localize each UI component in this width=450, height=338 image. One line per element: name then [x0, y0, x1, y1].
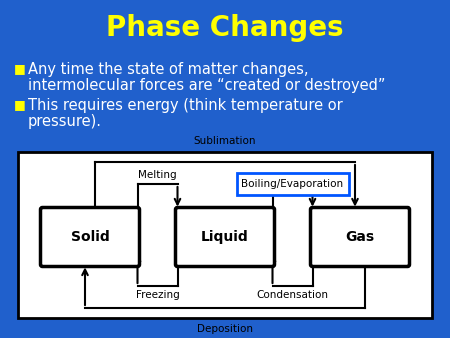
Text: This requires energy (think temperature or: This requires energy (think temperature …: [28, 98, 343, 113]
FancyBboxPatch shape: [176, 208, 274, 266]
Text: Deposition: Deposition: [197, 324, 253, 334]
Text: Boiling/Evaporation: Boiling/Evaporation: [242, 179, 343, 189]
FancyBboxPatch shape: [237, 173, 348, 195]
Text: Liquid: Liquid: [201, 230, 249, 244]
Text: Any time the state of matter changes,: Any time the state of matter changes,: [28, 62, 309, 77]
Text: intermolecular forces are “created or destroyed”: intermolecular forces are “created or de…: [28, 78, 386, 93]
Text: Phase Changes: Phase Changes: [106, 14, 344, 42]
Text: ■: ■: [14, 62, 26, 75]
FancyBboxPatch shape: [310, 208, 410, 266]
Text: Solid: Solid: [71, 230, 109, 244]
Text: ■: ■: [14, 98, 26, 111]
FancyBboxPatch shape: [40, 208, 140, 266]
Text: Gas: Gas: [346, 230, 374, 244]
Text: Condensation: Condensation: [256, 290, 328, 300]
Text: Sublimation: Sublimation: [194, 136, 256, 146]
Text: Melting: Melting: [138, 170, 177, 180]
Text: Freezing: Freezing: [135, 290, 180, 300]
Text: pressure).: pressure).: [28, 114, 102, 129]
Bar: [18, 152, 432, 318]
